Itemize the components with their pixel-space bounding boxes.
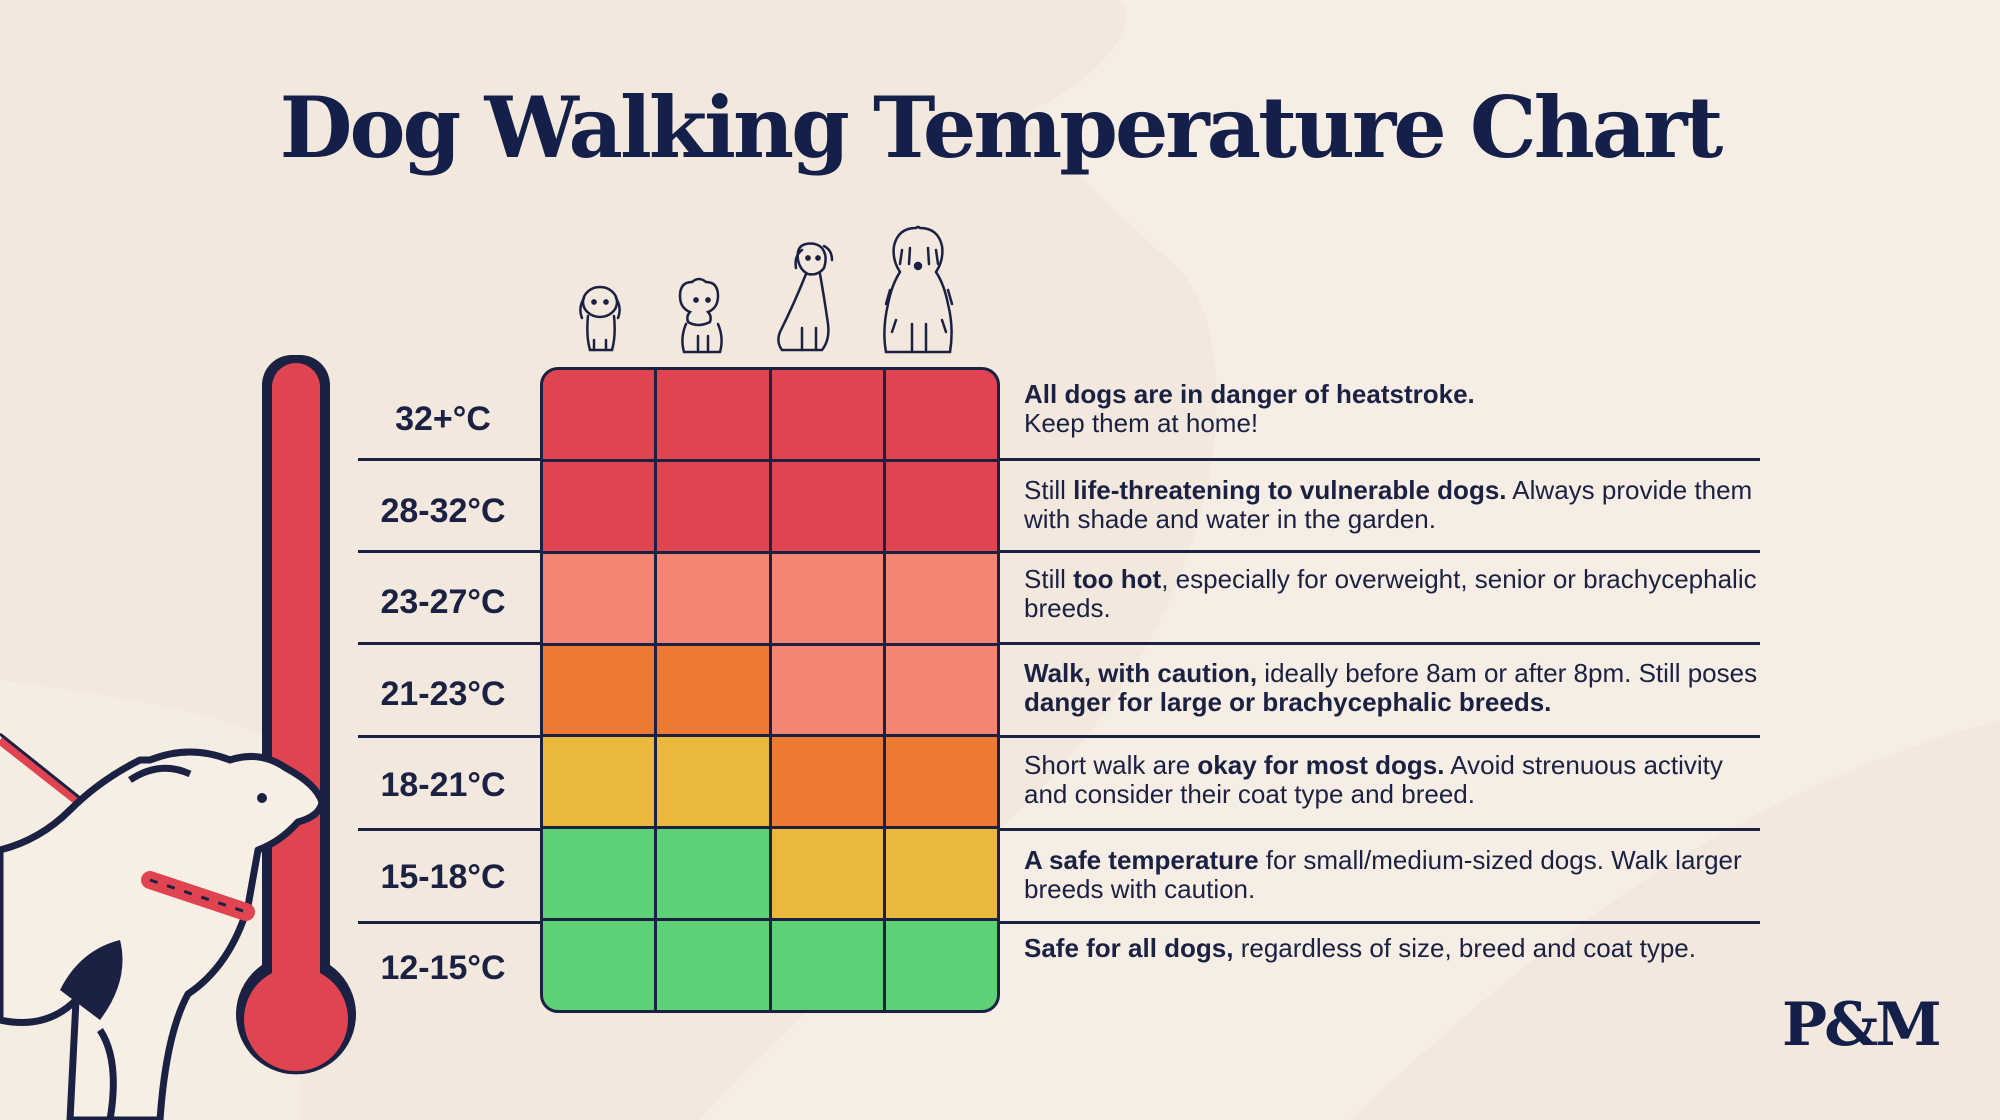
risk-cell-moderate bbox=[885, 829, 997, 919]
row-divider bbox=[358, 550, 544, 553]
risk-cell-safe bbox=[543, 829, 655, 919]
row-divider bbox=[998, 921, 1760, 924]
risk-cell-moderate bbox=[543, 737, 655, 827]
row-description: Walk, with caution, ideally before 8am o… bbox=[1024, 659, 1764, 717]
description-emphasis: okay for most dogs. bbox=[1197, 750, 1445, 780]
risk-cell-caution bbox=[657, 645, 769, 735]
risk-cell-danger bbox=[771, 370, 883, 459]
risk-cell-danger bbox=[657, 370, 769, 459]
row-divider bbox=[358, 828, 544, 831]
description-emphasis: danger for large or brachycephalic breed… bbox=[1024, 687, 1552, 717]
row-divider bbox=[998, 642, 1760, 645]
poodle-dog-icon bbox=[678, 277, 723, 354]
risk-cell-safe bbox=[885, 921, 997, 1010]
risk-cell-safe bbox=[657, 921, 769, 1010]
row-divider bbox=[358, 642, 544, 645]
risk-cell-danger bbox=[771, 461, 883, 551]
page-title: Dog Walking Temperature Chart bbox=[279, 78, 1724, 177]
description-text: Keep them at home! bbox=[1024, 408, 1259, 438]
row-divider bbox=[998, 828, 1760, 831]
temp-label: 32+°C bbox=[395, 400, 491, 438]
risk-cell-caution bbox=[543, 645, 655, 735]
row-divider bbox=[998, 735, 1760, 738]
description-text: Still bbox=[1024, 564, 1074, 594]
thermometer-icon bbox=[236, 355, 356, 1075]
risk-cell-danger bbox=[543, 461, 655, 551]
temp-label: 23-27°C bbox=[380, 583, 506, 621]
medium-dog-icon bbox=[777, 242, 834, 352]
description-text: for small/medium-sized dogs. Walk larger… bbox=[1024, 845, 1742, 904]
risk-cell-moderate bbox=[657, 737, 769, 827]
small-dog-icon bbox=[579, 285, 621, 352]
row-divider bbox=[998, 550, 1760, 553]
description-text: regardless of size, breed and coat type. bbox=[1233, 933, 1696, 963]
row-divider bbox=[998, 458, 1760, 461]
brand-logo: P&M bbox=[1782, 990, 1942, 1060]
row-divider bbox=[358, 458, 544, 461]
row-description: A safe temperature for small/medium-size… bbox=[1024, 846, 1764, 904]
temp-label: 18-21°C bbox=[380, 766, 506, 804]
risk-cell-safe bbox=[543, 921, 655, 1010]
description-emphasis: All dogs are in danger of heatstroke. bbox=[1024, 379, 1475, 409]
temp-label: 12-15°C bbox=[380, 949, 506, 987]
row-description: Safe for all dogs, regardless of size, b… bbox=[1024, 934, 1764, 963]
description-emphasis: too hot bbox=[1073, 564, 1162, 594]
description-text: ideally before 8am or after 8pm. Still p… bbox=[1257, 658, 1758, 688]
description-emphasis: A safe temperature bbox=[1024, 845, 1259, 875]
description-text: Still bbox=[1024, 475, 1074, 505]
risk-cell-danger bbox=[657, 461, 769, 551]
description-emphasis: Safe for all dogs, bbox=[1024, 933, 1234, 963]
temperature-risk-grid bbox=[540, 367, 1000, 1013]
description-text: Short walk are bbox=[1024, 750, 1198, 780]
large-shaggy-dog-icon bbox=[883, 225, 954, 354]
row-divider bbox=[358, 921, 544, 924]
description-emphasis: life-threatening to vulnerable dogs. bbox=[1073, 475, 1507, 505]
temp-label: 28-32°C bbox=[380, 492, 506, 530]
risk-cell-danger bbox=[885, 461, 997, 551]
row-description: All dogs are in danger of heatstroke. Kee… bbox=[1024, 380, 1764, 438]
risk-cell-safe bbox=[657, 829, 769, 919]
row-divider bbox=[358, 735, 544, 738]
description-text: Avoid strenuous activity and consider th… bbox=[1024, 750, 1723, 809]
risk-cell-danger bbox=[885, 370, 997, 459]
dog-on-leash-illustration bbox=[0, 732, 326, 1120]
risk-cell-hot bbox=[885, 553, 997, 643]
row-description: Still too hot, especially for overweight… bbox=[1024, 565, 1764, 623]
temp-label: 21-23°C bbox=[380, 675, 506, 713]
row-description: Still life-threatening to vulnerable dog… bbox=[1024, 476, 1764, 534]
description-text: Always provide them with shade and water… bbox=[1024, 475, 1753, 534]
risk-cell-hot bbox=[657, 553, 769, 643]
risk-cell-hot bbox=[543, 553, 655, 643]
description-text: , especially for overweight, senior or b… bbox=[1024, 564, 1757, 623]
dog-size-icons bbox=[579, 225, 954, 354]
risk-cell-caution bbox=[885, 737, 997, 827]
risk-cell-caution bbox=[771, 737, 883, 827]
temp-label: 15-18°C bbox=[380, 858, 506, 896]
risk-cell-hot bbox=[771, 645, 883, 735]
risk-cell-moderate bbox=[771, 829, 883, 919]
risk-cell-hot bbox=[771, 553, 883, 643]
row-description: Short walk are okay for most dogs. Avoid… bbox=[1024, 751, 1764, 809]
description-emphasis: Walk, with caution, bbox=[1024, 658, 1258, 688]
risk-cell-danger bbox=[543, 370, 655, 459]
risk-cell-hot bbox=[885, 645, 997, 735]
risk-cell-safe bbox=[771, 921, 883, 1010]
